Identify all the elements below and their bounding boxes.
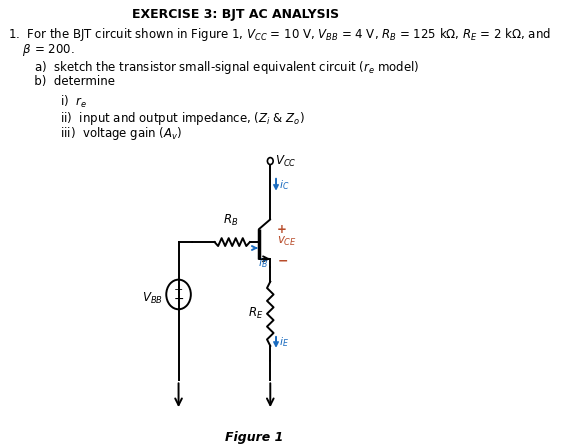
Text: −: − xyxy=(173,293,184,306)
Text: 1.  For the BJT circuit shown in Figure 1, $V_{CC}$ = 10 V, $V_{BB}$ = 4 V, $R_B: 1. For the BJT circuit shown in Figure 1… xyxy=(8,26,551,43)
Text: $i_E$: $i_E$ xyxy=(279,335,289,349)
Text: EXERCISE 3: BJT AC ANALYSIS: EXERCISE 3: BJT AC ANALYSIS xyxy=(132,8,339,21)
Text: ii)  input and output impedance, ($Z_i$ & $Z_o$): ii) input and output impedance, ($Z_i$ &… xyxy=(8,110,305,127)
Text: i)  $r_e$: i) $r_e$ xyxy=(8,94,88,110)
Text: $v_{CE}$: $v_{CE}$ xyxy=(277,235,297,248)
Text: +: + xyxy=(174,285,183,294)
Text: $i_C$: $i_C$ xyxy=(279,178,290,192)
Text: a)  sketch the transistor small-signal equivalent circuit ($r_e$ model): a) sketch the transistor small-signal eq… xyxy=(8,59,420,76)
Text: $V_{BB}$: $V_{BB}$ xyxy=(142,291,163,306)
Text: $R_E$: $R_E$ xyxy=(248,306,264,321)
Text: b)  determine: b) determine xyxy=(8,75,115,88)
Text: +: + xyxy=(277,223,287,236)
Text: $R_B$: $R_B$ xyxy=(223,213,238,228)
Text: Figure 1: Figure 1 xyxy=(225,431,283,444)
Text: −: − xyxy=(278,255,288,268)
Text: $i_B$: $i_B$ xyxy=(258,256,268,270)
Text: iii)  voltage gain ($A_v$): iii) voltage gain ($A_v$) xyxy=(8,125,183,142)
Text: $\beta$ = 200.: $\beta$ = 200. xyxy=(8,41,75,58)
Text: $V_{CC}$: $V_{CC}$ xyxy=(275,154,297,169)
